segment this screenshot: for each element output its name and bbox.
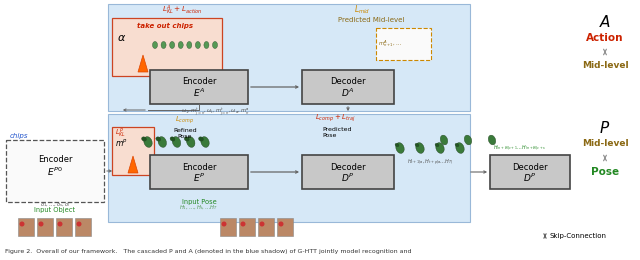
Ellipse shape <box>178 42 183 49</box>
Ellipse shape <box>435 143 439 147</box>
Ellipse shape <box>456 143 464 153</box>
Text: $H_{t+1|a},H_{t+p|a}\ldots H_{T|}$: $H_{t+1|a},H_{t+p|a}\ldots H_{T|}$ <box>407 157 453 167</box>
Text: Encoder: Encoder <box>38 155 72 165</box>
Ellipse shape <box>172 137 180 147</box>
Text: Mid-level: Mid-level <box>582 140 628 148</box>
Bar <box>108 4 470 111</box>
Bar <box>220 218 236 236</box>
Text: $L^A_{KL}+L_{action}$: $L^A_{KL}+L_{action}$ <box>162 3 203 17</box>
Text: Skip-Connection: Skip-Connection <box>550 233 607 239</box>
Text: $D^A$: $D^A$ <box>341 87 355 99</box>
Ellipse shape <box>58 222 63 226</box>
Text: $H_1,\ldots,H_t,\ldots H_T$: $H_1,\ldots,H_t,\ldots H_T$ <box>179 204 218 212</box>
Bar <box>18 218 34 236</box>
Bar <box>150 70 248 104</box>
Text: Encoder: Encoder <box>182 77 216 87</box>
Text: $E^A$: $E^A$ <box>193 87 205 99</box>
Ellipse shape <box>198 137 204 141</box>
Ellipse shape <box>186 137 195 147</box>
Ellipse shape <box>141 137 147 141</box>
Text: Pose: Pose <box>591 167 619 177</box>
Ellipse shape <box>170 42 175 49</box>
Text: $E^P$: $E^P$ <box>193 172 205 184</box>
Text: Mid-level: Mid-level <box>582 61 628 69</box>
Bar <box>302 155 394 189</box>
Ellipse shape <box>395 143 399 147</box>
Text: $\alpha$: $\alpha$ <box>117 33 126 43</box>
Bar <box>112 127 154 175</box>
Ellipse shape <box>38 222 44 226</box>
Ellipse shape <box>396 143 404 153</box>
Text: Refined
Pose: Refined Pose <box>173 128 197 139</box>
Text: $\mathbf{\it{A}}$: $\mathbf{\it{A}}$ <box>599 14 611 30</box>
Text: $D^P$: $D^P$ <box>524 172 537 184</box>
Text: $L^P_{KL}$: $L^P_{KL}$ <box>115 126 126 140</box>
Ellipse shape <box>77 222 81 226</box>
Bar <box>56 218 72 236</box>
Ellipse shape <box>241 222 246 226</box>
Bar <box>490 155 570 189</box>
Bar <box>37 218 53 236</box>
Ellipse shape <box>19 222 24 226</box>
Ellipse shape <box>440 135 448 145</box>
Ellipse shape <box>415 143 419 147</box>
Ellipse shape <box>161 42 166 49</box>
Ellipse shape <box>158 137 166 147</box>
Ellipse shape <box>259 222 264 226</box>
Bar <box>75 218 91 236</box>
Ellipse shape <box>195 42 200 49</box>
Text: Decoder: Decoder <box>330 77 366 87</box>
Text: Predicted
Pose: Predicted Pose <box>322 127 351 138</box>
Ellipse shape <box>156 137 161 141</box>
Text: $o_1,\ldots,o_s,o_l$: $o_1,\ldots,o_s,o_l$ <box>40 201 70 209</box>
Text: $D^P$: $D^P$ <box>341 172 355 184</box>
Bar <box>376 28 431 60</box>
Text: Input Pose: Input Pose <box>182 199 216 205</box>
Text: $m^A_{n+1},\ldots$: $m^A_{n+1},\ldots$ <box>378 38 402 49</box>
Text: $E^{P0}$: $E^{P0}$ <box>47 166 63 178</box>
Ellipse shape <box>184 137 189 141</box>
Ellipse shape <box>455 143 459 147</box>
Text: Decoder: Decoder <box>330 162 366 172</box>
Text: $m^p$: $m^p$ <box>115 138 128 148</box>
Polygon shape <box>128 156 138 173</box>
Bar <box>258 218 274 236</box>
Ellipse shape <box>152 42 157 49</box>
Bar <box>112 18 222 76</box>
Text: Encoder: Encoder <box>182 162 216 172</box>
Ellipse shape <box>204 42 209 49</box>
Text: $\mathbf{\it{P}}$: $\mathbf{\it{P}}$ <box>600 120 611 136</box>
Text: $\omega_1,m^t_{j=n},\omega_t,m^t_{j=n},\omega_a,m^a_n$: $\omega_1,m^t_{j=n},\omega_t,m^t_{j=n},\… <box>180 106 250 118</box>
Ellipse shape <box>221 222 227 226</box>
Text: Action: Action <box>586 33 624 43</box>
Text: Input Object: Input Object <box>35 207 76 213</box>
Ellipse shape <box>201 137 209 147</box>
Ellipse shape <box>212 42 218 49</box>
Text: Decoder: Decoder <box>512 162 548 172</box>
Text: $L_{mid}$: $L_{mid}$ <box>354 4 370 16</box>
Text: $L_{comp}$: $L_{comp}$ <box>175 114 195 126</box>
Bar <box>302 70 394 104</box>
Bar <box>277 218 293 236</box>
Text: Figure 2.  Overall of our framework.   The cascaded P and A (denoted in the blue: Figure 2. Overall of our framework. The … <box>5 250 412 255</box>
Text: $L_{comp}+L_{traj}$: $L_{comp}+L_{traj}$ <box>315 112 355 124</box>
Ellipse shape <box>144 137 152 147</box>
Bar <box>6 140 104 202</box>
Text: take out chips: take out chips <box>137 23 193 29</box>
Ellipse shape <box>436 143 444 153</box>
Bar <box>150 155 248 189</box>
Ellipse shape <box>488 135 496 145</box>
Ellipse shape <box>464 135 472 145</box>
Ellipse shape <box>416 143 424 153</box>
Ellipse shape <box>170 137 175 141</box>
Text: $H_{(n+\delta)|c+1}\ldots H_{(n+\delta)|c+s}$: $H_{(n+\delta)|c+1}\ldots H_{(n+\delta)|… <box>493 144 547 152</box>
Polygon shape <box>138 55 148 72</box>
Text: Predicted Mid-level: Predicted Mid-level <box>338 17 404 23</box>
Bar <box>239 218 255 236</box>
Bar <box>108 114 470 222</box>
Ellipse shape <box>278 222 284 226</box>
Ellipse shape <box>187 42 192 49</box>
Text: chips: chips <box>10 133 29 139</box>
